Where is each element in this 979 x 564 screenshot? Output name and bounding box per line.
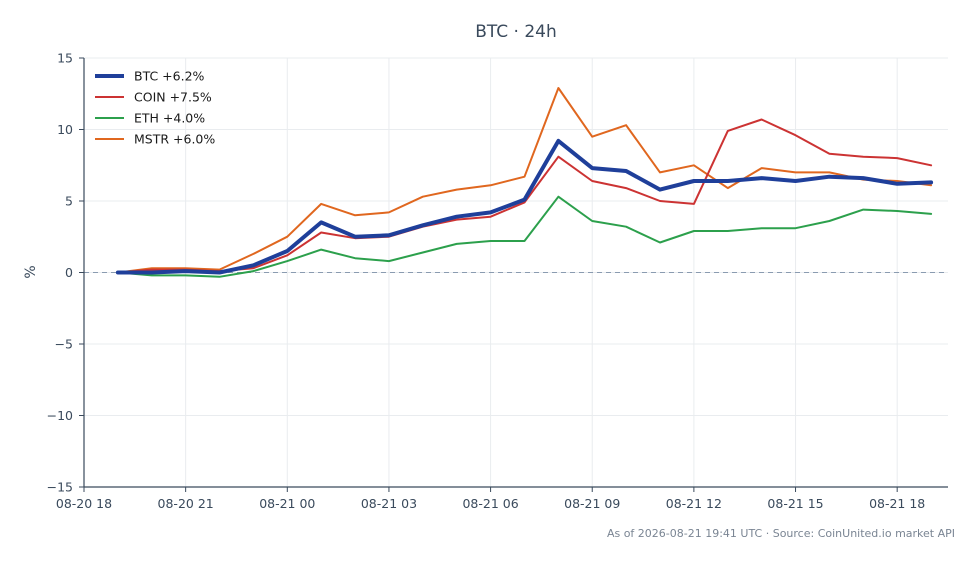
series-line-coin xyxy=(116,118,933,274)
x-tick-label: 08-21 00 xyxy=(259,496,315,511)
x-tick-label: 08-21 06 xyxy=(462,496,518,511)
x-tick-label: 08-21 15 xyxy=(767,496,823,511)
x-tick-label: 08-21 12 xyxy=(666,496,722,511)
legend: BTC +6.2% COIN +7.5% ETH +4.0% MSTR +6.0% xyxy=(95,69,215,147)
y-tick-label: −5 xyxy=(55,337,73,352)
y-ticks: −15 −10 −5 0 5 10 15 xyxy=(47,51,84,495)
x-tick-label: 08-21 18 xyxy=(869,496,925,511)
legend-label: ETH +4.0% xyxy=(134,111,205,126)
y-tick-label: 0 xyxy=(65,265,73,280)
x-ticks: 08-20 18 08-20 21 08-21 00 08-21 03 08-21 06… xyxy=(56,487,925,511)
legend-label: BTC +6.2% xyxy=(134,69,205,84)
legend-label: COIN +7.5% xyxy=(134,90,212,105)
chart-title: BTC · 24h xyxy=(475,22,557,42)
source-note: As of 2026-08-21 19:41 UTC · Source: Coi… xyxy=(607,527,955,540)
y-tick-label: 10 xyxy=(57,122,73,137)
y-tick-label: 15 xyxy=(57,51,73,66)
y-tick-label: 5 xyxy=(65,194,73,209)
series-line-eth xyxy=(116,195,933,278)
x-tick-label: 08-20 18 xyxy=(56,496,112,511)
legend-label: MSTR +6.0% xyxy=(134,132,215,147)
series-lines xyxy=(115,87,934,278)
x-tick-label: 08-21 03 xyxy=(361,496,417,511)
x-tick-label: 08-21 09 xyxy=(564,496,620,511)
series-line-mstr xyxy=(116,87,933,274)
y-tick-label: −15 xyxy=(47,480,73,495)
y-tick-label: −10 xyxy=(47,408,73,423)
x-tick-label: 08-20 21 xyxy=(158,496,214,511)
y-axis-label: % xyxy=(23,265,39,278)
series-line-btc xyxy=(115,138,934,275)
